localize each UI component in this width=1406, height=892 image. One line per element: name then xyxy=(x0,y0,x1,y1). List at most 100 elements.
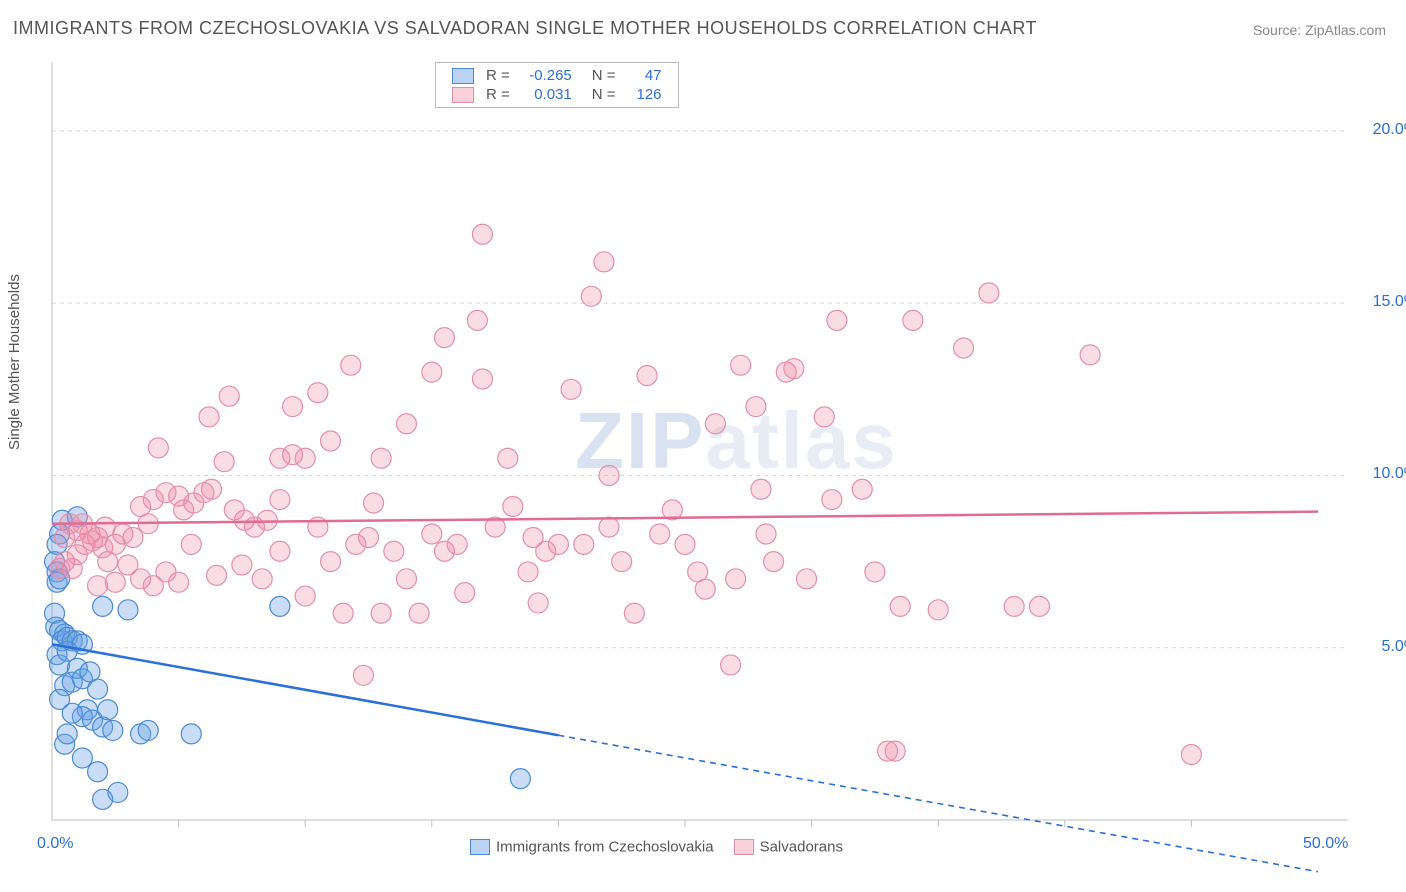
data-point xyxy=(1080,345,1100,365)
data-point xyxy=(523,527,543,547)
data-point xyxy=(467,310,487,330)
data-point xyxy=(721,655,741,675)
data-point xyxy=(138,720,158,740)
data-point xyxy=(561,379,581,399)
data-point xyxy=(510,769,530,789)
data-point xyxy=(822,490,842,510)
data-point xyxy=(270,490,290,510)
y-tick-label: 10.0% xyxy=(1348,465,1406,483)
data-point xyxy=(574,534,594,554)
data-point xyxy=(705,414,725,434)
data-point xyxy=(746,397,766,417)
data-point xyxy=(784,359,804,379)
data-point xyxy=(257,510,277,530)
data-point xyxy=(148,438,168,458)
data-point xyxy=(283,397,303,417)
trend-line xyxy=(52,644,558,735)
data-point xyxy=(455,583,475,603)
data-point xyxy=(1181,745,1201,765)
data-point xyxy=(207,565,227,585)
data-point xyxy=(396,569,416,589)
data-point xyxy=(105,572,125,592)
data-point xyxy=(422,524,442,544)
data-point xyxy=(1004,596,1024,616)
legend-label: Immigrants from Czechoslovakia xyxy=(496,839,714,856)
data-point xyxy=(359,527,379,547)
data-point xyxy=(751,479,771,499)
data-point xyxy=(118,600,138,620)
data-point xyxy=(852,479,872,499)
data-point xyxy=(252,569,272,589)
data-point xyxy=(409,603,429,623)
data-point xyxy=(447,534,467,554)
correlation-legend: R =-0.265N =47R =0.031N =126 xyxy=(435,62,679,108)
data-point xyxy=(865,562,885,582)
series-legend: Immigrants from Czechoslovakia Salvadoran… xyxy=(450,838,843,856)
data-point xyxy=(98,700,118,720)
data-point xyxy=(890,596,910,616)
data-point xyxy=(57,641,77,661)
x-tick-label: 0.0% xyxy=(37,835,73,853)
data-point xyxy=(731,355,751,375)
data-point xyxy=(93,596,113,616)
data-point xyxy=(321,552,341,572)
data-point xyxy=(472,369,492,389)
data-point xyxy=(57,724,77,744)
data-point xyxy=(123,527,143,547)
data-point xyxy=(333,603,353,623)
data-point xyxy=(181,724,201,744)
data-point xyxy=(885,741,905,761)
y-tick-label: 15.0% xyxy=(1348,293,1406,311)
data-point xyxy=(599,517,619,537)
data-point xyxy=(726,569,746,589)
legend-swatch xyxy=(470,839,490,855)
data-point xyxy=(797,569,817,589)
data-point xyxy=(396,414,416,434)
data-point xyxy=(581,286,601,306)
data-point xyxy=(72,748,92,768)
legend-swatch xyxy=(734,839,754,855)
data-point xyxy=(612,552,632,572)
data-point xyxy=(695,579,715,599)
data-point xyxy=(503,496,523,516)
data-point xyxy=(103,720,123,740)
data-point xyxy=(232,555,252,575)
data-point xyxy=(202,479,222,499)
data-point xyxy=(518,562,538,582)
data-point xyxy=(270,541,290,561)
data-point xyxy=(422,362,442,382)
data-point xyxy=(548,534,568,554)
data-point xyxy=(341,355,361,375)
data-point xyxy=(434,328,454,348)
legend-label: Salvadorans xyxy=(760,839,843,856)
data-point xyxy=(169,572,189,592)
data-point xyxy=(62,703,82,723)
data-point xyxy=(637,366,657,386)
y-tick-label: 5.0% xyxy=(1348,638,1406,656)
data-point xyxy=(308,383,328,403)
data-point xyxy=(219,386,239,406)
data-point xyxy=(371,448,391,468)
data-point xyxy=(472,224,492,244)
data-point xyxy=(295,586,315,606)
data-point xyxy=(624,603,644,623)
data-point xyxy=(214,452,234,472)
y-tick-label: 20.0% xyxy=(1348,121,1406,139)
data-point xyxy=(954,338,974,358)
data-point xyxy=(827,310,847,330)
data-point xyxy=(98,552,118,572)
data-point xyxy=(928,600,948,620)
data-point xyxy=(764,552,784,572)
data-point xyxy=(353,665,373,685)
data-point xyxy=(756,524,776,544)
data-point xyxy=(88,576,108,596)
data-point xyxy=(384,541,404,561)
data-point xyxy=(199,407,219,427)
data-point xyxy=(498,448,518,468)
scatter-chart xyxy=(0,0,1406,892)
data-point xyxy=(295,448,315,468)
data-point xyxy=(528,593,548,613)
data-point xyxy=(181,534,201,554)
data-point xyxy=(903,310,923,330)
data-point xyxy=(371,603,391,623)
